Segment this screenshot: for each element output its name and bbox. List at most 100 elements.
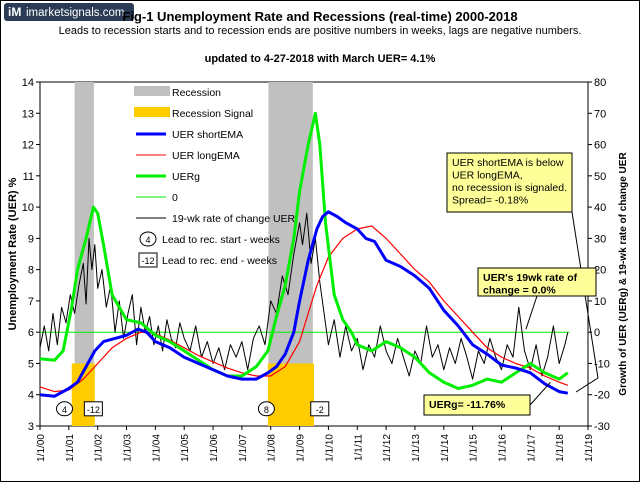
- chart-subtitle: Leads to recession starts and to recessi…: [58, 25, 582, 37]
- legend-label-0: 0: [172, 192, 178, 204]
- legend-swatch-recession-signal: [134, 107, 170, 117]
- callout-roc-text: UER's 19wk rate of: [483, 272, 578, 284]
- legend-label-uer-longema: UER longEMA: [172, 150, 240, 162]
- y-tick-label-left: 13: [22, 108, 34, 120]
- marker-label: 8: [264, 405, 269, 415]
- logo-text: imarketsignals.com: [26, 7, 124, 19]
- callout-main-text: no recession is signaled.: [452, 182, 567, 194]
- y-tick-label-left: 12: [22, 140, 34, 152]
- legend-swatch-lead-end: [138, 252, 158, 268]
- x-tick-label: 1/1/17: [526, 434, 537, 462]
- x-tick-label: 1/1/02: [94, 434, 105, 462]
- y-axis-left-label: Unemployment Rate (UER) %: [7, 177, 19, 330]
- callout-roc-text: change = 0.0%: [483, 285, 556, 297]
- callout-main-pointer-arrow: [575, 377, 599, 393]
- chart-title: Fig-1 Unemployment Rate and Recessions (…: [122, 9, 518, 24]
- y-tick-label-right: 30: [594, 233, 606, 245]
- logo-mark: iM: [8, 5, 21, 19]
- x-tick-label: 1/1/03: [123, 434, 134, 462]
- y-tick-label-left: 8: [28, 265, 34, 277]
- lead-lag-markers: 4 -12 8 -2: [56, 401, 330, 417]
- legend: Recession Recession Signal UER shortEMA UER…: [134, 86, 296, 268]
- legend-label-19-wk-rate-of-change-uer: 19-wk rate of change UER: [172, 213, 296, 225]
- y-tick-label-right: 10: [594, 296, 606, 308]
- series-line-uer-shortema: [39, 210, 569, 398]
- x-tick-label: 1/1/07: [238, 434, 249, 462]
- y-tick-label-right: 0: [594, 327, 600, 339]
- callout-roc-box: [477, 267, 597, 297]
- marker-label: -12: [87, 405, 100, 415]
- legend-swatch-recession: [134, 86, 170, 96]
- x-tick-label: 1/1/04: [151, 434, 162, 462]
- callout-uerg-box: [423, 394, 531, 416]
- legend-label-lead-to-rec-end-weeks: Lead to rec. end - weeks: [162, 255, 277, 267]
- x-axis: 1/1/00 1/1/01 1/1/02 1/1/03 1/1/04 1/1/05 1/1/…: [36, 426, 595, 462]
- legend-symbol: 4: [145, 235, 150, 245]
- y-tick-label-left: 5: [28, 358, 34, 370]
- x-tick-label: 1/1/06: [209, 434, 220, 462]
- series-line-19-wk-rate-of-change-uer: [39, 212, 569, 380]
- callout-uerg-pointer: [529, 381, 551, 406]
- y-tick-label-left: 6: [28, 327, 34, 339]
- lead-end-marker: [310, 401, 330, 417]
- marker-label: 4: [62, 405, 67, 415]
- marker-label: -2: [316, 405, 324, 415]
- lead-start-marker: [257, 401, 275, 417]
- x-tick-label: 1/1/12: [382, 434, 393, 462]
- y-tick-label-right: 20: [594, 265, 606, 277]
- x-tick-label: 1/1/15: [469, 434, 480, 462]
- y-tick-label-right: 80: [594, 77, 606, 89]
- x-tick-label: 1/1/00: [36, 434, 47, 462]
- y-tick-label-left: 10: [22, 202, 34, 214]
- y-tick-label-right: -10: [594, 358, 610, 370]
- callout-roc-pointer: [525, 295, 538, 330]
- y-axis-left: 3 4 5 6 7 8 9 10 11 12 13 14: [22, 77, 40, 433]
- series-line-uer-longema: [39, 225, 569, 393]
- legend-label-lead-to-rec-start-weeks: Lead to rec. start - weeks: [162, 234, 280, 246]
- callout-main-text: UER longEMA,: [452, 170, 523, 182]
- legend-label-uerg: UERg: [172, 171, 200, 183]
- y-tick-label-right: 50: [594, 171, 606, 183]
- legend-symbol: -12: [141, 256, 154, 266]
- y-tick-label-left: 9: [28, 233, 34, 245]
- y-tick-label-left: 11: [23, 171, 34, 183]
- x-tick-label: 1/1/16: [497, 434, 508, 462]
- legend-label-recession: Recession: [172, 87, 221, 99]
- y-tick-label-left: 3: [28, 421, 34, 433]
- lead-start-marker: [56, 401, 74, 417]
- legend-swatch-lead-start: [139, 231, 157, 247]
- recession-signal-band: [267, 363, 314, 426]
- y-tick-label-left: 7: [28, 296, 34, 308]
- series-line-uerg: [39, 111, 569, 390]
- legend-label-uer-shortema: UER shortEMA: [172, 129, 243, 141]
- site-logo[interactable]: iM imarketsignals.com: [4, 3, 134, 26]
- x-tick-label: 1/1/08: [267, 434, 278, 462]
- y-tick-label-right: -20: [594, 390, 610, 402]
- x-tick-label: 1/1/10: [324, 434, 335, 462]
- y-axis-right-label: Growth of UER (UERg) & 19-wk rate of cha…: [618, 152, 629, 396]
- y-tick-label-right: -30: [594, 421, 610, 433]
- logo-background: [4, 3, 134, 21]
- callout-main-box: [446, 152, 573, 213]
- lead-end-marker: [83, 401, 103, 417]
- y-tick-label-left: 4: [28, 390, 34, 402]
- y-tick-label-left: 14: [22, 77, 34, 89]
- x-tick-label: 1/1/14: [440, 434, 451, 462]
- y-tick-label-right: 40: [594, 202, 606, 214]
- recession-band: [74, 82, 94, 426]
- legend-label-recession-signal: Recession Signal: [172, 108, 253, 120]
- y-axis-right: -30 -20 -10 0 10 20 30 40 50 60 70 80: [588, 77, 610, 433]
- callout-main-text: Spread= -0.18%: [452, 195, 528, 207]
- update-note: updated to 4-27-2018 with March UER= 4.1…: [204, 53, 436, 65]
- x-tick-label: 1/1/05: [180, 434, 191, 462]
- x-tick-label: 1/1/18: [555, 434, 566, 462]
- y-tick-label-right: 70: [594, 108, 606, 120]
- callout-main-text: UER shortEMA is below: [452, 157, 564, 169]
- y-tick-label-right: 60: [594, 140, 606, 152]
- callout-uerg-text: UERg= -11.76%: [429, 399, 506, 411]
- x-tick-label: 1/1/01: [65, 434, 76, 462]
- x-tick-label: 1/1/13: [411, 434, 422, 462]
- series-lines: [39, 111, 570, 398]
- x-tick-label: 1/1/19: [584, 434, 595, 462]
